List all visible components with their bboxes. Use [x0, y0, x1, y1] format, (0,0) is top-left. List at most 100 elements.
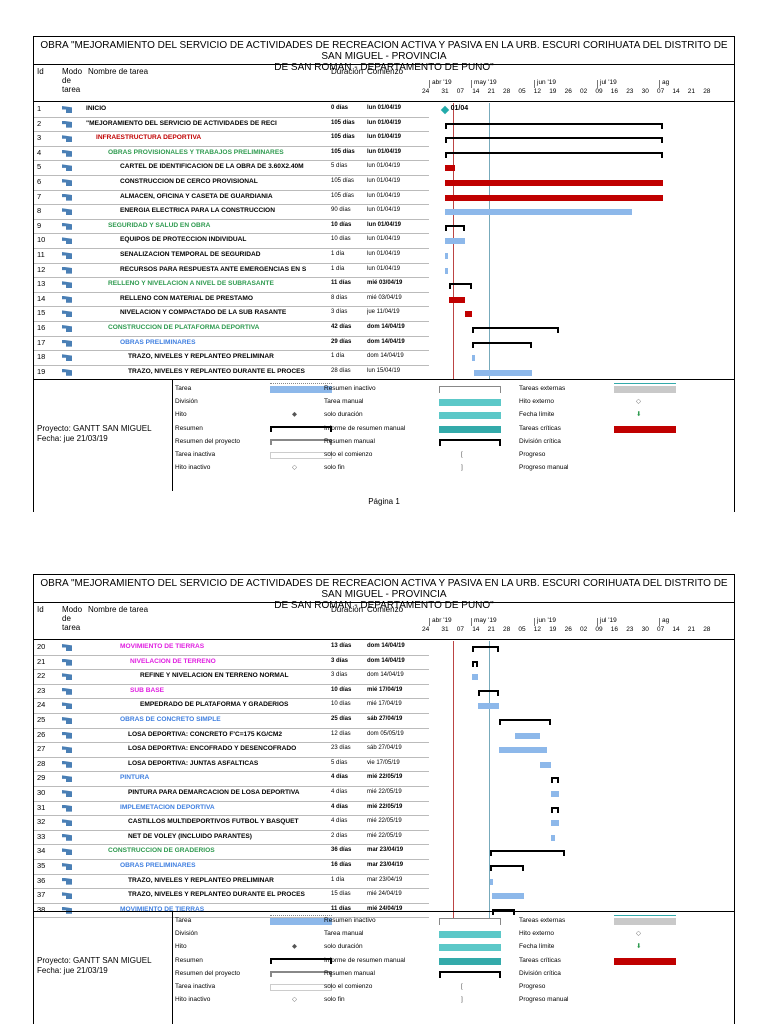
task-id: 22	[37, 671, 46, 681]
milestone-label: 01/04	[450, 105, 469, 112]
task-mode-icon	[62, 134, 72, 143]
timescale-day: 21	[487, 88, 495, 95]
task-name: EQUIPOS DE PROTECCION INDIVIDUAL	[120, 236, 247, 244]
legend-label: solo fin	[324, 464, 345, 472]
legend-symbol: [	[461, 983, 463, 990]
legend-swatch	[439, 957, 501, 965]
task-mode-icon	[62, 251, 72, 259]
row-divider	[34, 756, 429, 758]
task-start: mié 22/05/19	[367, 832, 402, 839]
task-bar	[492, 893, 524, 900]
task-duration: 16 días	[331, 862, 352, 868]
timescale-day: 02	[580, 626, 588, 633]
task-duration: 90 días	[331, 207, 351, 214]
task-id: 5	[37, 162, 42, 172]
task-name: INICIO	[86, 105, 107, 112]
table-row: 29 PINTURA 4 días mié 22/05/19	[34, 772, 429, 783]
task-bar	[550, 791, 560, 797]
task-name: ENERGIA ELECTRICA PARA LA CONSTRUCCION	[120, 207, 275, 215]
task-duration: 12 días	[331, 730, 351, 737]
task-bar	[444, 122, 664, 129]
legend-symbol: ⬇	[636, 943, 642, 951]
task-bar	[440, 105, 449, 115]
task-name: IMPLEMETACION DEPORTIVA	[120, 803, 215, 811]
task-start: dom 14/04/19	[367, 643, 405, 649]
legend-symbol: ◇	[292, 464, 297, 472]
project-date: Fecha: jue 21/03/19	[37, 966, 108, 975]
task-duration: 105 días	[331, 178, 355, 184]
task-duration: 11 días	[331, 280, 352, 287]
task-duration: 1 día	[331, 265, 345, 272]
legend-label: Fecha límite	[519, 943, 555, 951]
row-divider	[34, 771, 429, 773]
task-duration: 4 días	[331, 789, 348, 795]
row-divider	[34, 669, 429, 671]
task-bar	[444, 209, 632, 216]
month-divider	[429, 618, 430, 626]
task-mode-icon	[62, 309, 72, 318]
legend-label: Tarea inactiva	[175, 983, 216, 990]
task-name: LOSA DEPORTIVA: JUNTAS ASFALTICAS	[128, 759, 259, 767]
timescale-day: 21	[687, 626, 696, 633]
task-duration: 4 días	[331, 774, 349, 781]
task-name: NIVELACION DE TERRENO	[130, 657, 216, 665]
timescale-day: 09	[595, 626, 603, 633]
task-start: lun 01/04/19	[367, 236, 401, 243]
timescale-day: 14	[472, 88, 480, 95]
task-mode-icon	[62, 105, 72, 113]
task-name: ALMACEN, OFICINA Y CASETA DE GUARDIANIA	[120, 192, 273, 200]
legend-swatch	[270, 918, 332, 925]
table-row: 30 PINTURA PARA DEMARCACION DE LOSA DEPOR…	[34, 787, 429, 798]
task-duration: 0 días	[331, 105, 349, 111]
row-divider	[34, 713, 429, 714]
legend-symbol: ◇	[636, 930, 641, 938]
task-bar	[498, 719, 551, 725]
task-id: 18	[37, 352, 46, 362]
task-start: mié 17/04/19	[367, 701, 402, 708]
timescale-month: ag	[662, 617, 670, 624]
task-start: mié 22/05/19	[367, 803, 403, 810]
timescale-month: jun '19	[537, 79, 556, 86]
task-start: lun 15/04/19	[367, 367, 401, 374]
task-name: OBRAS PROVISIONALES Y TRABAJOS PRELIMINA…	[108, 148, 284, 156]
task-start: lun 01/04/19	[367, 265, 401, 272]
legend: Tarea División Hito ◆ Resumen Resumen del pro…	[34, 379, 734, 491]
col-name: Nombre de tarea	[88, 605, 149, 614]
task-mode-icon	[62, 906, 72, 914]
task-bar	[471, 674, 478, 681]
table-row: 13 RELLENO Y NIVELACION A NIVEL DE SUBRAS…	[34, 278, 429, 289]
timescale-day: 07	[456, 88, 465, 95]
row-divider	[34, 902, 429, 904]
legend-swatch	[270, 970, 332, 977]
col-name: Nombre de tarea	[88, 67, 149, 76]
timescale-month: may '19	[474, 79, 497, 86]
legend-label: Resumen inactivo	[324, 917, 376, 924]
task-name: CASTILLOS MULTIDEPORTIVOS FUTBOL Y BASQU…	[128, 818, 299, 826]
task-duration: 13 días	[331, 643, 352, 649]
task-duration: 10 días	[331, 221, 352, 228]
timescale-day: 31	[441, 626, 449, 633]
legend-label: Progreso manual	[519, 464, 569, 472]
task-id: 33	[37, 831, 46, 841]
timescale-day: 23	[626, 88, 634, 95]
timescale-day: 09	[595, 88, 603, 95]
row-divider	[34, 321, 429, 322]
legend-swatch	[614, 383, 676, 384]
row-divider	[34, 364, 429, 366]
table-row: 34 CONSTRUCCION DE GRADERIOS 36 días mar 23…	[34, 845, 429, 856]
row-divider	[34, 727, 429, 729]
legend-swatch	[614, 386, 676, 393]
row-divider	[34, 683, 429, 685]
legend-label: Hito	[175, 411, 187, 419]
task-mode-icon	[62, 266, 72, 274]
legend-label: Resumen del proyecto	[175, 969, 241, 977]
task-id: 12	[37, 264, 46, 274]
task-name: LOSA DEPORTIVA: ENCOFRADO Y DESENCOFRADO	[128, 745, 297, 753]
task-bar	[444, 180, 664, 186]
timescale-day: 12	[533, 88, 542, 95]
table-row: 9 SEGURIDAD Y SALUD EN OBRA 10 días lun 01/…	[34, 220, 429, 231]
timescale-day: 28	[503, 626, 511, 633]
legend-label: Tarea	[175, 385, 192, 392]
timescale-day: 07	[657, 88, 665, 95]
legend-swatch	[439, 970, 501, 978]
